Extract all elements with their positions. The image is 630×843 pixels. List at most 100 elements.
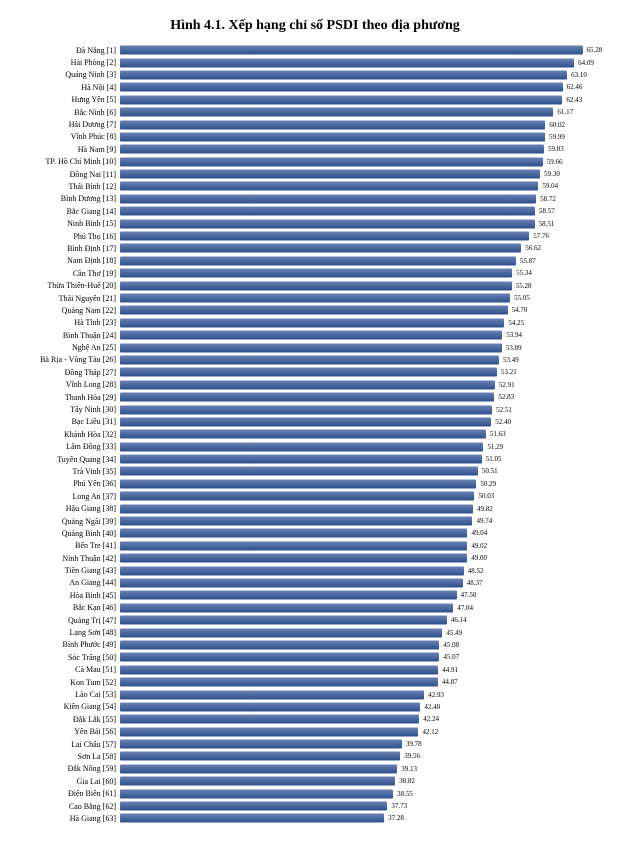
- psdi-bar-chart: Đà Nẵng [1]65.28Hải Phòng [2]64.09Quảng …: [14, 44, 616, 825]
- chart-row: Phú Thọ [16] 57.76: [14, 230, 616, 242]
- value-label: 52.40: [495, 418, 511, 426]
- bar-cell: 39.56: [120, 750, 616, 762]
- bar-cell: 58.72: [120, 193, 616, 205]
- bar: [120, 789, 393, 798]
- bar-cell: 59.04: [120, 180, 616, 192]
- y-axis-label: Thái Nguyên [21]: [14, 294, 120, 303]
- value-label: 62.43: [566, 96, 582, 104]
- value-label: 49.82: [477, 505, 493, 513]
- bar: [120, 678, 438, 687]
- bar-cell: 61.17: [120, 106, 616, 118]
- chart-row: Bắc Giang [14]58.57: [14, 205, 616, 217]
- value-label: 53.49: [503, 356, 519, 364]
- y-axis-label: Vĩnh Long [28]: [14, 380, 120, 389]
- bar-cell: 52.40: [120, 416, 616, 428]
- chart-row: Hưng Yên [5]62.43: [14, 94, 616, 106]
- value-label: 57.76: [533, 232, 549, 240]
- bar-cell: 38.82: [120, 775, 616, 787]
- value-label: 45.08: [443, 641, 459, 649]
- chart-row: Quảng Ninh [3]63.10: [14, 69, 616, 81]
- chart-row: Vĩnh Long [28] 52.91: [14, 379, 616, 391]
- y-axis-label: Hải Dương [7]: [14, 120, 120, 129]
- chart-row: An Giang [44]48.37: [14, 577, 616, 589]
- bar-cell: 58.57: [120, 205, 616, 217]
- chart-row: Kon Tum [52]44.87: [14, 676, 616, 688]
- chart-row: Trà Vinh [35]50.51: [14, 465, 616, 477]
- value-label: 38.55: [397, 790, 413, 798]
- y-axis-label: Trà Vinh [35]: [14, 467, 120, 476]
- chart-row: Thừa Thiên-Huế [20]55.28: [14, 279, 616, 291]
- chart-row: Quảng Nam [22]54.70: [14, 304, 616, 316]
- value-label: 55.87: [520, 257, 536, 265]
- bar: [120, 764, 397, 773]
- value-label: 64.09: [578, 59, 594, 67]
- y-axis-label: Hà Giang [63]: [14, 814, 120, 823]
- chart-row: Cao Bằng [62]37.73: [14, 800, 616, 812]
- y-axis-label: Bình Định [17]: [14, 244, 120, 253]
- y-axis-label: Hà Nam [9]: [14, 145, 120, 154]
- value-label: 60.02: [549, 121, 565, 129]
- bar-cell: 42.93: [120, 688, 616, 700]
- bar: [120, 591, 457, 600]
- y-axis-label: Hải Phòng [2]: [14, 58, 120, 67]
- y-axis-label: Bà Rịa - Vũng Tàu [26]: [14, 355, 120, 364]
- bar-cell: 55.05: [120, 292, 616, 304]
- bar-cell: 39.13: [120, 763, 616, 775]
- bar-cell: 45.07: [120, 651, 616, 663]
- bar: [120, 665, 438, 674]
- value-label: 65.28: [587, 46, 603, 54]
- value-label: 55.34: [516, 269, 532, 277]
- value-label: 39.78: [406, 740, 422, 748]
- bar: [120, 355, 499, 364]
- bar: [120, 628, 442, 637]
- bar: [120, 442, 483, 451]
- chart-row: Lào Cai [53]42.93: [14, 688, 616, 700]
- chart-row: Bình Dương [13]58.72: [14, 193, 616, 205]
- bar: [120, 393, 494, 402]
- bar: [120, 492, 474, 501]
- value-label: 63.10: [571, 71, 587, 79]
- bar-cell: 58.51: [120, 217, 616, 229]
- y-axis-label: Bình Dương [13]: [14, 194, 120, 203]
- chart-row: Bà Rịa - Vũng Tàu [26] 53.49: [14, 354, 616, 366]
- page: Hình 4.1. Xếp hạng chỉ số PSDI theo địa …: [0, 0, 630, 843]
- bar: [120, 653, 439, 662]
- bar: [120, 740, 402, 749]
- chart-row: Kiên Giang [54]42.40: [14, 701, 616, 713]
- y-axis-label: Long An [37]: [14, 492, 120, 501]
- chart-row: Hà Tĩnh [23]54.25: [14, 317, 616, 329]
- y-axis-label: Vĩnh Phúc [8]: [14, 132, 120, 141]
- bar: [120, 70, 567, 79]
- bar-cell: 65.28: [120, 44, 616, 56]
- bar: [120, 752, 400, 761]
- bar: [120, 108, 553, 117]
- bar: [120, 517, 472, 526]
- bar: [120, 207, 535, 216]
- y-axis-label: Phú Thọ [16]: [14, 232, 120, 241]
- y-axis-label: Hòa Bình [45]: [14, 591, 120, 600]
- value-label: 52.91: [499, 381, 515, 389]
- y-axis-label: Ninh Thuận [42]: [14, 554, 120, 563]
- bar-cell: 64.09: [120, 56, 616, 68]
- chart-row: Long An [37]50.03: [14, 490, 616, 502]
- chart-row: Yên Bái [56]42.12: [14, 725, 616, 737]
- bar: [120, 777, 395, 786]
- y-axis-label: Bình Phước [49]: [14, 640, 120, 649]
- value-label: 59.04: [542, 182, 558, 190]
- y-axis-label: Điện Biên [61]: [14, 789, 120, 798]
- chart-row: Bắc Kạn [46]47.04: [14, 602, 616, 614]
- bar: [120, 306, 508, 315]
- bar: [120, 244, 521, 253]
- bar: [120, 380, 495, 389]
- bar-cell: 44.91: [120, 664, 616, 676]
- y-axis-label: Cao Bằng [62]: [14, 802, 120, 811]
- value-label: 56.62: [525, 244, 541, 252]
- y-axis-label: Gia Lai [60]: [14, 777, 120, 786]
- y-axis-label: Tuyên Quang [34]: [14, 455, 120, 464]
- value-label: 51.29: [487, 443, 503, 451]
- bar-cell: 49.74: [120, 515, 616, 527]
- bar-cell: 57.76: [120, 230, 616, 242]
- chart-row: Gia Lai [60]38.82: [14, 775, 616, 787]
- y-axis-label: An Giang [44]: [14, 578, 120, 587]
- y-axis-label: Lào Cai [53]: [14, 690, 120, 699]
